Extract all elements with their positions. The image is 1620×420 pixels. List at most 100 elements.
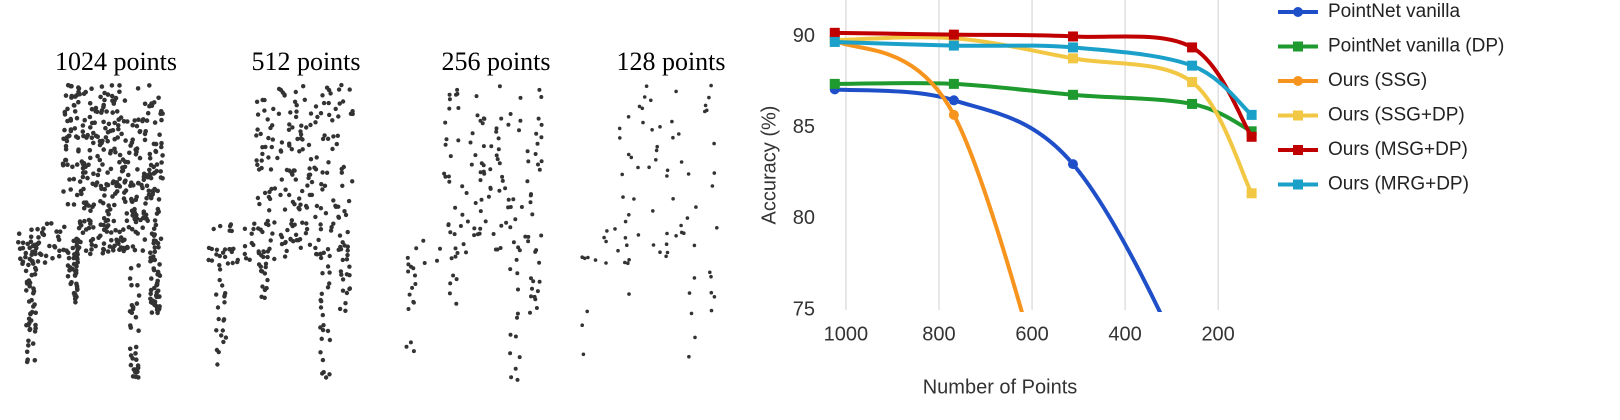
point <box>258 264 263 269</box>
point <box>24 349 30 355</box>
point <box>89 242 95 247</box>
point <box>121 245 126 251</box>
point <box>217 253 222 259</box>
point-marker <box>1246 126 1257 137</box>
point <box>117 229 122 235</box>
point <box>76 85 81 90</box>
panel-label: 256 points <box>441 47 550 76</box>
point <box>278 192 283 198</box>
point <box>452 232 457 237</box>
point <box>664 242 669 246</box>
point <box>687 354 691 359</box>
point <box>83 164 88 170</box>
point <box>146 188 152 194</box>
point <box>299 123 304 128</box>
point <box>149 101 154 106</box>
point <box>534 248 539 253</box>
point <box>249 231 254 236</box>
point <box>217 277 222 283</box>
point <box>82 117 87 123</box>
point <box>152 249 158 255</box>
point <box>68 187 73 192</box>
point <box>658 250 662 254</box>
point <box>488 167 493 172</box>
point <box>322 183 328 188</box>
point <box>330 118 335 123</box>
point <box>276 111 282 117</box>
point <box>68 128 74 134</box>
point <box>350 179 355 184</box>
point <box>326 100 331 106</box>
point <box>24 281 30 286</box>
point <box>500 178 505 183</box>
point <box>453 246 458 251</box>
point <box>88 251 93 257</box>
point <box>259 253 264 258</box>
point-marker <box>829 27 840 38</box>
point <box>529 294 533 299</box>
point <box>405 255 410 260</box>
point <box>100 162 105 167</box>
point <box>517 355 522 360</box>
point <box>105 249 111 254</box>
point <box>284 248 289 254</box>
point <box>101 241 107 246</box>
point <box>327 281 332 286</box>
point <box>15 240 21 245</box>
point <box>26 299 32 304</box>
point <box>140 248 146 253</box>
point <box>292 168 297 173</box>
point <box>110 245 116 251</box>
point <box>307 242 313 247</box>
point <box>270 231 275 236</box>
point <box>69 93 74 99</box>
point <box>211 226 216 232</box>
point <box>126 172 131 178</box>
point <box>267 196 273 202</box>
point <box>130 244 136 249</box>
point <box>27 320 32 326</box>
point <box>320 136 326 142</box>
point <box>137 155 143 161</box>
point <box>315 114 320 120</box>
plot-area <box>829 27 1257 388</box>
point <box>101 147 106 152</box>
point <box>305 183 310 188</box>
point <box>407 292 412 297</box>
point-marker <box>1067 89 1078 100</box>
point <box>339 170 344 175</box>
point <box>18 256 23 262</box>
point-marker <box>948 40 959 51</box>
point <box>515 271 520 276</box>
point <box>506 122 511 127</box>
point <box>279 177 284 182</box>
point <box>152 232 157 237</box>
point <box>343 308 348 313</box>
point <box>136 293 142 298</box>
point <box>160 153 165 158</box>
point <box>117 83 122 88</box>
point <box>409 264 413 269</box>
point-marker <box>1187 378 1197 388</box>
point <box>112 120 117 126</box>
point <box>33 322 38 328</box>
point <box>144 173 149 178</box>
point <box>539 122 544 127</box>
point <box>121 196 127 201</box>
point <box>464 250 468 255</box>
point <box>159 144 164 150</box>
point <box>308 111 314 116</box>
point <box>623 236 628 240</box>
point <box>636 233 641 237</box>
legend-marker <box>1293 179 1303 190</box>
point <box>325 328 331 334</box>
point <box>605 229 609 233</box>
point <box>111 101 117 106</box>
point <box>340 277 346 282</box>
point <box>448 230 453 235</box>
point <box>158 169 163 174</box>
point <box>121 119 127 124</box>
point <box>23 250 29 256</box>
point <box>636 165 640 170</box>
point <box>478 178 483 183</box>
